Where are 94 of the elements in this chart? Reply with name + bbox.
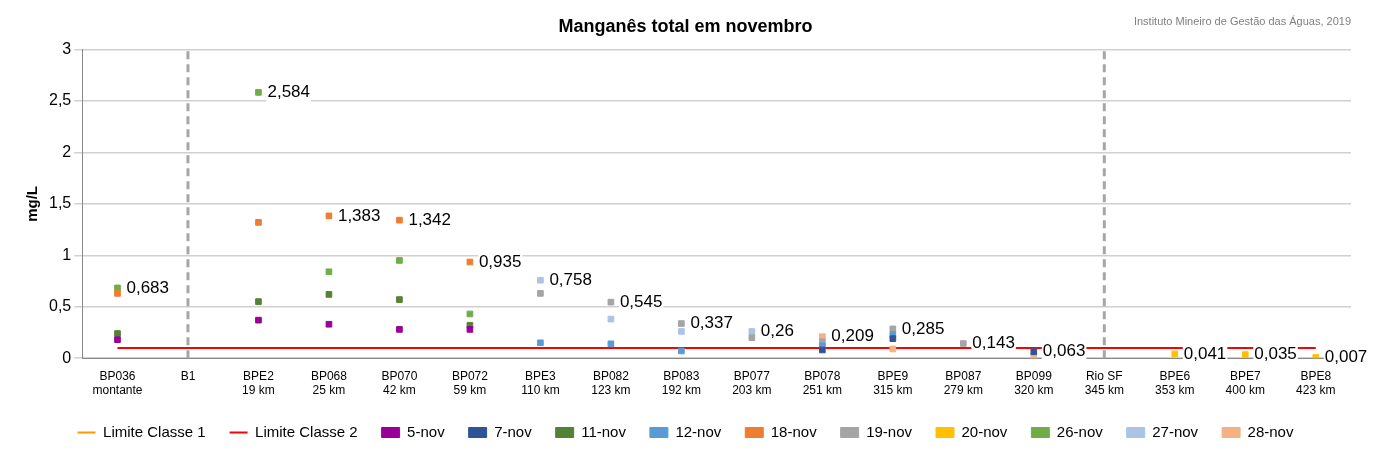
legend-label: Limite Classe 1 xyxy=(103,422,206,440)
annotation: 0,143 xyxy=(972,333,1015,353)
point xyxy=(255,219,262,226)
point xyxy=(537,339,544,347)
point xyxy=(396,296,403,303)
point xyxy=(466,326,474,333)
annotation: 0,545 xyxy=(619,291,663,311)
point xyxy=(396,326,403,333)
y-tick-label: 2 xyxy=(62,142,72,160)
point xyxy=(396,257,403,264)
legend-label: 18-nov xyxy=(770,422,818,440)
point xyxy=(114,336,121,344)
point xyxy=(537,276,544,284)
point xyxy=(325,320,333,328)
annotation: 1,342 xyxy=(408,209,451,229)
annotation: 0,209 xyxy=(831,326,874,346)
x-tick-label: BP072 59 km xyxy=(451,368,489,398)
annotation: 0,285 xyxy=(901,318,945,338)
x-tick-label: BP082 123 km xyxy=(591,368,631,398)
legend-label: 11-nov xyxy=(581,422,627,440)
point xyxy=(748,334,756,341)
legend-label: Limite Classe 2 xyxy=(255,422,358,440)
point xyxy=(889,335,897,342)
point xyxy=(114,284,121,292)
point xyxy=(255,298,262,305)
point xyxy=(678,347,685,355)
point xyxy=(607,298,615,306)
y-tick-label: 0,5 xyxy=(48,297,72,315)
point xyxy=(537,290,544,297)
x-tick-label: BPE7 400 km xyxy=(1225,368,1265,398)
point xyxy=(748,328,756,335)
x-tick-label: Rio SF 345 km xyxy=(1084,368,1124,398)
x-tick-label: BPE9 315 km xyxy=(873,368,913,398)
annotation: 0,337 xyxy=(690,313,733,333)
point xyxy=(607,315,615,323)
annotation: 0,041 xyxy=(1183,343,1227,363)
point xyxy=(1030,348,1038,356)
x-tick-label: BP070 42 km xyxy=(381,368,418,398)
point xyxy=(678,320,685,327)
y-tick-label: 3 xyxy=(62,40,72,58)
legend-label: 5-nov xyxy=(407,422,446,440)
legend-label: 28-nov xyxy=(1247,422,1294,440)
y-tick-label: 2,5 xyxy=(48,91,72,109)
legend-label: 20-nov xyxy=(961,422,1008,440)
annotation: 0,063 xyxy=(1042,341,1086,361)
x-tick-label: BP036 montante xyxy=(92,368,143,398)
point xyxy=(396,216,403,224)
point xyxy=(114,290,121,297)
x-tick-label: BPE3 110 km xyxy=(521,368,560,398)
y-tick-label: 1,5 xyxy=(48,194,72,212)
legend-label: 19-nov xyxy=(866,422,913,440)
x-tick-label: BPE8 423 km xyxy=(1296,368,1336,398)
legend-label: 27-nov xyxy=(1152,422,1199,440)
annotation: 0,683 xyxy=(126,277,170,297)
x-tick-label: BP068 25 km xyxy=(310,368,348,398)
point xyxy=(325,268,333,276)
point xyxy=(889,325,897,333)
y-tick-label: 0 xyxy=(62,348,72,366)
x-tick-label: BPE2 19 km xyxy=(242,368,275,398)
annotation: 0,035 xyxy=(1254,344,1297,364)
chart-title: Manganês total em novembro xyxy=(558,15,813,36)
point xyxy=(1241,351,1249,358)
annotation: 2,584 xyxy=(267,82,311,102)
point xyxy=(255,316,262,324)
legend-label: 12-nov xyxy=(675,422,722,440)
annotation: 0,26 xyxy=(760,321,794,341)
x-tick-label: BP099 320 km xyxy=(1014,368,1054,398)
point xyxy=(325,212,333,220)
point xyxy=(960,340,967,347)
legend-label: 26-nov xyxy=(1056,422,1104,440)
text: Instituto Mineiro de Gestão das Águas, 2019 xyxy=(1133,14,1351,27)
point xyxy=(114,330,121,337)
annotation: 0,935 xyxy=(478,251,522,271)
point xyxy=(325,291,333,298)
annotation: 0,758 xyxy=(549,269,592,289)
point xyxy=(466,258,474,266)
x-tick-label: BP087 279 km xyxy=(943,368,983,398)
point xyxy=(678,328,685,335)
point xyxy=(466,310,474,318)
point xyxy=(607,340,615,348)
y-tick-label: 1 xyxy=(62,245,72,263)
x-tick-label: BP077 203 km xyxy=(732,368,772,398)
point xyxy=(819,346,826,354)
y-axis-title: mg/L xyxy=(23,185,41,222)
point xyxy=(1171,350,1179,358)
x-tick-label: BP083 192 km xyxy=(661,368,702,398)
point xyxy=(255,89,262,96)
x-tick-label: B1 xyxy=(180,368,196,383)
point xyxy=(889,345,897,353)
annotation: 0,007 xyxy=(1324,347,1368,367)
annotation: 1,383 xyxy=(337,205,381,225)
legend-label: 7-nov xyxy=(494,422,533,440)
x-tick-label: BPE6 353 km xyxy=(1155,368,1195,398)
x-tick-label: BP078 251 km xyxy=(802,368,843,398)
